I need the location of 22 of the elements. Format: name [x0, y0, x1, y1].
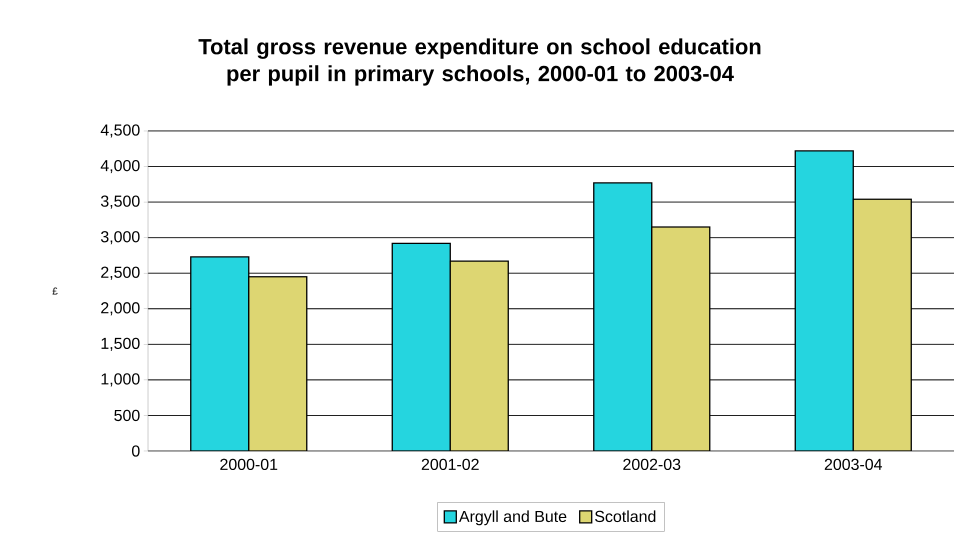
- chart-title: Total gross revenue expenditure on school education per pupil in primary schools, 2000-01 to 2003-04: [198, 38, 760, 86]
- x-tick-label: 2003-04: [824, 458, 882, 470]
- y-tick-label: 3,500: [100, 196, 140, 209]
- y-tick-label: 4,500: [100, 124, 140, 138]
- bar: [852, 198, 912, 451]
- y-tick-label: 4,000: [100, 160, 140, 174]
- bar: [450, 260, 509, 451]
- y-tick-label: 3,000: [100, 231, 140, 244]
- x-tick-label: 2000-01: [220, 458, 278, 470]
- y-tick-label: 2,000: [101, 302, 140, 316]
- bar: [248, 276, 308, 451]
- x-tick-label: 2001-02: [422, 458, 479, 470]
- y-tick-label: 1,500: [102, 338, 140, 351]
- bar: [651, 226, 710, 451]
- y-axis-title: £: [52, 288, 58, 294]
- y-tick-label: 1,000: [102, 373, 140, 386]
- y-tick-label: 500: [114, 410, 140, 422]
- legend-label: Scotland: [595, 510, 656, 522]
- x-tick-label: 2002-03: [623, 458, 680, 470]
- y-tick-label: 0: [132, 445, 140, 457]
- y-tick-label: 2,500: [101, 266, 140, 280]
- legend-label: Argyll and Bute: [458, 510, 566, 526]
